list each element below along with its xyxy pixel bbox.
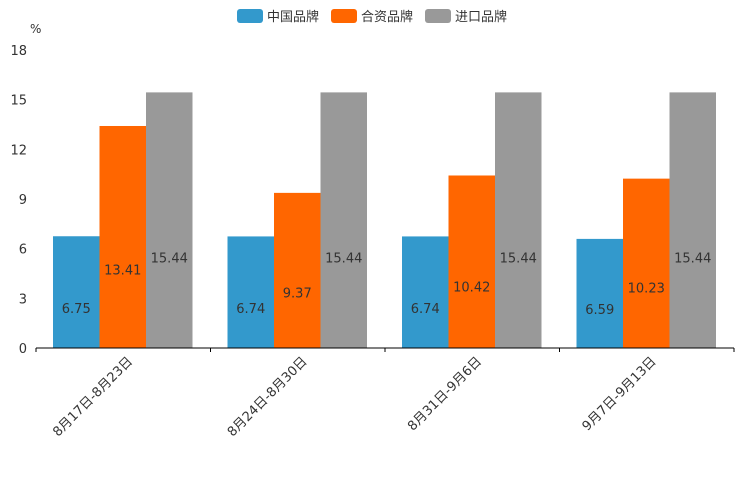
legend-label-china-brand: 中国品牌	[266, 10, 319, 25]
x-tick-label: 8月31日-9月6日	[405, 354, 485, 434]
y-tick-label: 12	[10, 143, 27, 158]
legend-item-joint-venture-brand[interactable]: 合资品牌	[330, 6, 413, 25]
data-label: 10.23	[628, 282, 665, 297]
data-label: 6.74	[411, 302, 440, 317]
bar	[53, 236, 100, 348]
data-label: 13.41	[104, 263, 141, 278]
legend-swatch-china-brand	[236, 8, 263, 23]
y-tick-label: 0	[19, 342, 27, 357]
bar	[320, 92, 367, 348]
data-label: 10.42	[453, 281, 490, 296]
y-tick-label: 18	[10, 44, 27, 59]
data-label: 15.44	[151, 252, 188, 267]
bar	[402, 236, 449, 348]
y-tick-label: 9	[19, 193, 27, 208]
y-axis-unit: %	[30, 22, 42, 36]
legend-label-joint-venture-brand: 合资品牌	[360, 10, 413, 25]
bar	[146, 92, 193, 348]
y-tick-label: 15	[10, 94, 27, 109]
bar	[495, 92, 542, 348]
legend: 中国品牌 合资品牌 进口品牌	[0, 6, 744, 25]
bar	[623, 178, 670, 348]
y-tick-label: 6	[19, 243, 27, 258]
y-tick-label: 3	[19, 292, 27, 307]
legend-swatch-joint-venture-brand	[330, 8, 357, 23]
legend-label-import-brand: 进口品牌	[455, 10, 508, 25]
data-label: 6.74	[236, 302, 265, 317]
x-tick-label: 8月17日-8月23日	[50, 354, 136, 440]
bar	[448, 175, 495, 348]
data-label: 15.44	[500, 252, 537, 267]
legend-item-china-brand[interactable]: 中国品牌	[236, 6, 319, 25]
data-label: 15.44	[674, 252, 711, 267]
data-label: 6.75	[62, 302, 91, 317]
x-tick-label: 9月7日-9月13日	[580, 354, 660, 434]
legend-swatch-import-brand	[425, 8, 451, 23]
data-label: 6.59	[585, 303, 614, 318]
bar	[669, 92, 716, 348]
x-tick-label: 8月24日-8月30日	[225, 354, 311, 440]
bar	[274, 192, 321, 348]
bar	[576, 238, 623, 348]
bar	[99, 125, 146, 349]
data-label: 9.37	[283, 287, 312, 302]
legend-item-import-brand[interactable]: 进口品牌	[425, 6, 507, 25]
data-label: 15.44	[325, 252, 362, 267]
bar	[227, 236, 274, 348]
